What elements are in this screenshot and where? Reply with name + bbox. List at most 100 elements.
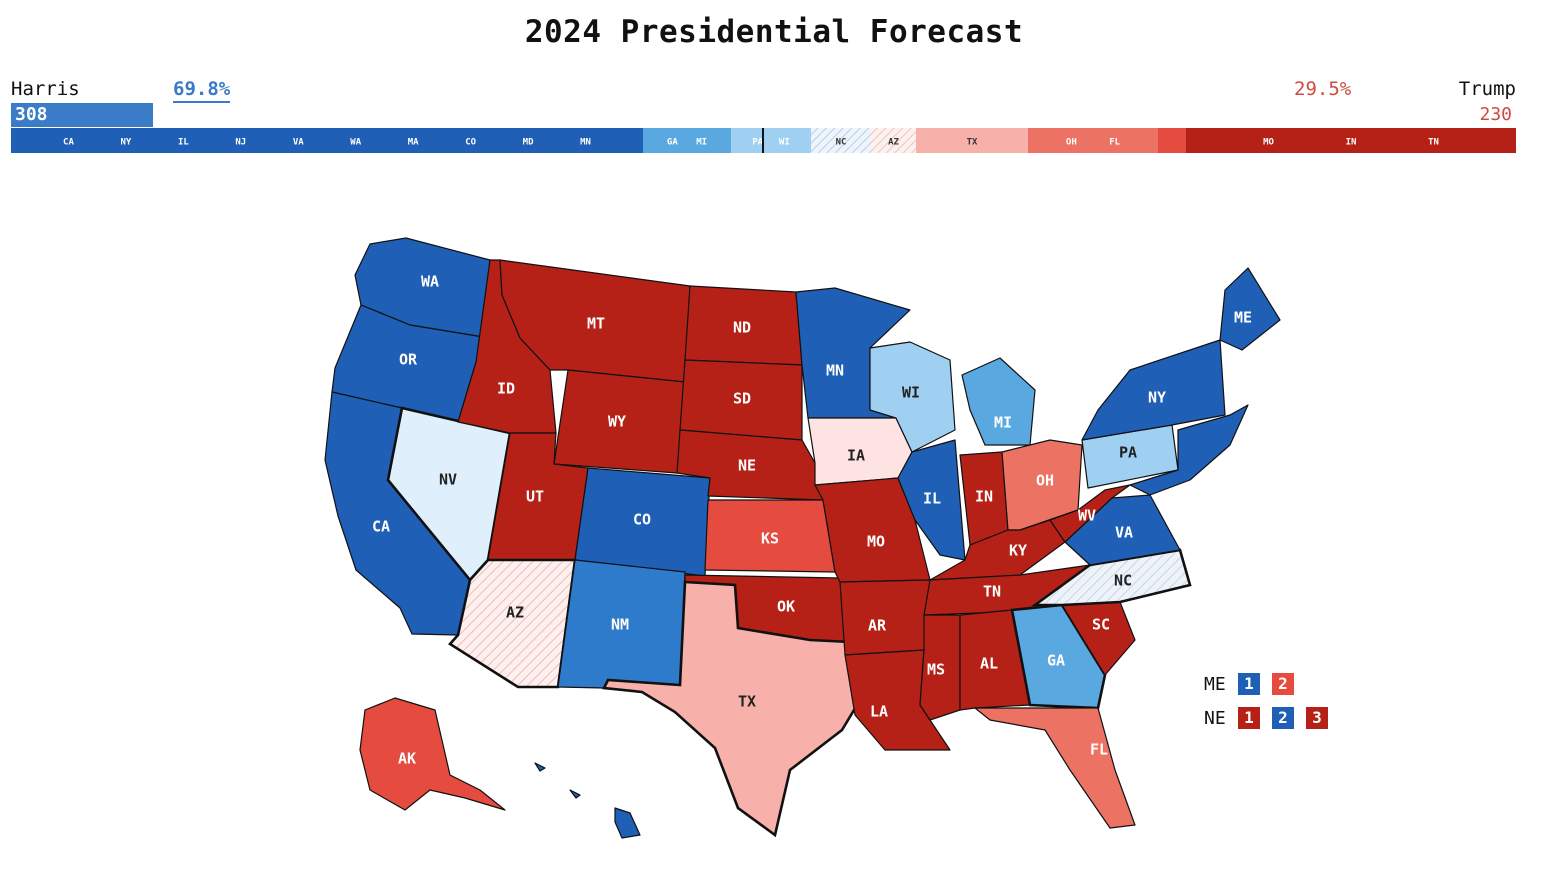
state-AK[interactable]	[359, 697, 506, 811]
state-label-CO: CO	[633, 511, 651, 529]
strip-segment[interactable]	[871, 128, 916, 153]
strip-segment[interactable]	[1186, 128, 1516, 153]
strip-label-GA: GA	[667, 138, 678, 148]
us-map[interactable]: WA OR CA NV ID MT WY UT CO AZ NM ND SD NE KS OK TX MN IA MO…	[230, 230, 1340, 850]
strip-segment[interactable]	[1028, 128, 1158, 153]
strip-label-MN: MN	[580, 138, 591, 148]
strip-label-MO: MO	[1263, 138, 1274, 148]
strip-label-WI: WI	[779, 138, 790, 148]
state-label-FL: FL	[1090, 741, 1108, 759]
state-HI[interactable]	[534, 762, 641, 839]
harris-electoral-votes: 308	[15, 104, 48, 125]
state-label-ND: ND	[733, 319, 751, 337]
state-label-GA: GA	[1047, 652, 1065, 670]
state-label-IA: IA	[847, 447, 865, 465]
strip-label-IL: IL	[178, 138, 189, 148]
strip-label-FL: FL	[1109, 138, 1120, 148]
state-label-UT: UT	[526, 488, 544, 506]
state-label-KY: KY	[1009, 542, 1027, 560]
state-label-LA: LA	[870, 703, 888, 721]
me-district-2[interactable]: 2	[1272, 673, 1294, 695]
state-label-OK: OK	[777, 598, 795, 616]
trump-win-probability[interactable]: 29.5%	[1294, 78, 1352, 100]
strip-label-MI: MI	[696, 138, 707, 148]
state-label-SC: SC	[1092, 616, 1110, 634]
state-NE[interactable]	[676, 429, 824, 501]
state-label-WI: WI	[902, 384, 920, 402]
state-label-MO: MO	[867, 533, 885, 551]
strip-label-WA: WA	[350, 138, 361, 148]
strip-label-MA: MA	[408, 138, 419, 148]
strip-label-MD: MD	[523, 138, 534, 148]
strip-label-VA: VA	[293, 138, 304, 148]
state-label-MT: MT	[587, 315, 605, 333]
state-label-MS: MS	[927, 661, 945, 679]
northeast-states[interactable]	[1129, 404, 1249, 496]
state-label-NV: NV	[439, 471, 457, 489]
state-label-WY: WY	[608, 413, 626, 431]
state-label-PA: PA	[1119, 444, 1137, 462]
state-label-WV: WV	[1078, 507, 1096, 525]
state-AL[interactable]	[959, 609, 1031, 711]
state-label-AK: AK	[398, 750, 416, 768]
harris-win-probability[interactable]: 69.8%	[173, 78, 231, 103]
state-label-SD: SD	[733, 390, 751, 408]
state-label-IN: IN	[975, 488, 993, 506]
state-label-AL: AL	[980, 655, 998, 673]
state-label-KS: KS	[761, 530, 779, 548]
state-label-WA: WA	[421, 273, 439, 291]
state-ME[interactable]	[1219, 267, 1281, 351]
state-label-TX: TX	[738, 693, 756, 711]
strip-label-TX: TX	[967, 138, 978, 148]
strip-segment[interactable]	[1158, 128, 1186, 153]
strip-label-NY: NY	[120, 138, 131, 148]
strip-label-CO: CO	[465, 138, 476, 148]
state-label-OH: OH	[1036, 472, 1054, 490]
state-label-TN: TN	[983, 583, 1001, 601]
electoral-vote-strip[interactable]: CA NY IL NJ VA WA MA CO MD MN GA MI PA WI NC AZ TX OH FL MO…	[11, 128, 1516, 153]
state-label-AZ: AZ	[506, 604, 524, 622]
harris-ev-bar	[11, 103, 153, 127]
strip-segment[interactable]	[11, 128, 643, 153]
ne-districts-label: NE	[1204, 708, 1226, 729]
strip-label-CA: CA	[63, 138, 74, 148]
strip-label-NC: NC	[836, 138, 847, 148]
state-label-ME: ME	[1234, 309, 1252, 327]
ne-district-1[interactable]: 1	[1238, 707, 1260, 729]
state-NY[interactable]	[1081, 339, 1226, 441]
state-label-MI: MI	[994, 414, 1012, 432]
state-FL[interactable]	[974, 707, 1136, 829]
state-label-ID: ID	[497, 380, 515, 398]
state-label-MN: MN	[826, 362, 844, 380]
strip-label-PA: PA	[752, 138, 763, 148]
state-WI[interactable]	[869, 341, 956, 453]
trump-name: Trump	[1458, 78, 1516, 100]
strip-label-IN: IN	[1346, 138, 1357, 148]
state-label-VA: VA	[1115, 524, 1133, 542]
state-IL[interactable]	[897, 439, 966, 561]
ne-district-2[interactable]: 2	[1272, 707, 1294, 729]
me-district-1[interactable]: 1	[1238, 673, 1260, 695]
ne-district-3[interactable]: 3	[1306, 707, 1328, 729]
state-label-AR: AR	[868, 617, 887, 635]
state-label-NC: NC	[1114, 572, 1132, 590]
state-label-OR: OR	[399, 351, 418, 369]
state-label-CA: CA	[372, 518, 390, 536]
state-label-NM: NM	[611, 616, 629, 634]
state-label-IL: IL	[923, 490, 941, 508]
strip-segment[interactable]	[643, 128, 731, 153]
strip-label-OH: OH	[1066, 138, 1077, 148]
state-MI[interactable]	[961, 357, 1036, 446]
strip-segment[interactable]	[731, 128, 811, 153]
strip-label-NJ: NJ	[235, 138, 246, 148]
strip-label-AZ: AZ	[888, 138, 899, 148]
state-label-NE: NE	[738, 457, 756, 475]
strip-segment[interactable]	[811, 128, 871, 153]
strip-segment[interactable]	[916, 128, 1028, 153]
page-title: 2024 Presidential Forecast	[524, 14, 1024, 50]
state-TX[interactable]	[601, 580, 862, 838]
state-label-NY: NY	[1148, 389, 1166, 407]
strip-label-TN: TN	[1428, 138, 1439, 148]
harris-name: Harris	[11, 78, 80, 100]
trump-electoral-votes: 230	[1479, 104, 1512, 125]
